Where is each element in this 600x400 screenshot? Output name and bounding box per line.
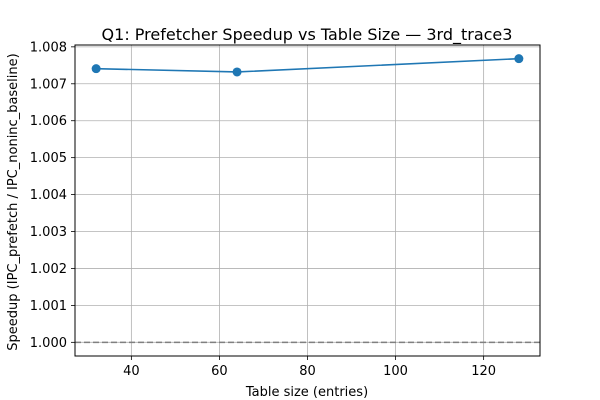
y-tick-label: 1.007 bbox=[30, 77, 67, 92]
y-tick-label: 1.002 bbox=[30, 262, 67, 277]
y-tick-label: 1.008 bbox=[30, 40, 67, 55]
x-tick-label: 100 bbox=[383, 364, 408, 379]
data-point bbox=[91, 64, 101, 74]
y-tick-label: 1.000 bbox=[30, 336, 67, 351]
ticks: 40 60 80 100 120 1.000 1.001 1.002 1.003 1.004 1.0… bbox=[30, 40, 496, 379]
y-axis-label: Speedup (IPC_prefetch / IPC_noninc_basel… bbox=[6, 53, 21, 350]
data-point bbox=[514, 54, 524, 64]
y-tick-label: 1.003 bbox=[30, 225, 67, 240]
x-tick-label: 40 bbox=[123, 364, 140, 379]
data-point bbox=[232, 67, 242, 77]
y-tick-label: 1.006 bbox=[30, 114, 67, 129]
x-tick-label: 120 bbox=[471, 364, 496, 379]
y-tick-label: 1.004 bbox=[30, 188, 67, 203]
chart-title: Q1: Prefetcher Speedup vs Table Size — 3… bbox=[102, 25, 513, 45]
x-tick-label: 60 bbox=[211, 364, 228, 379]
x-axis-label: Table size (entries) bbox=[245, 385, 368, 400]
x-tick-label: 80 bbox=[299, 364, 316, 379]
y-tick-label: 1.001 bbox=[30, 299, 67, 314]
series-group bbox=[91, 54, 524, 77]
y-tick-label: 1.005 bbox=[30, 151, 67, 166]
